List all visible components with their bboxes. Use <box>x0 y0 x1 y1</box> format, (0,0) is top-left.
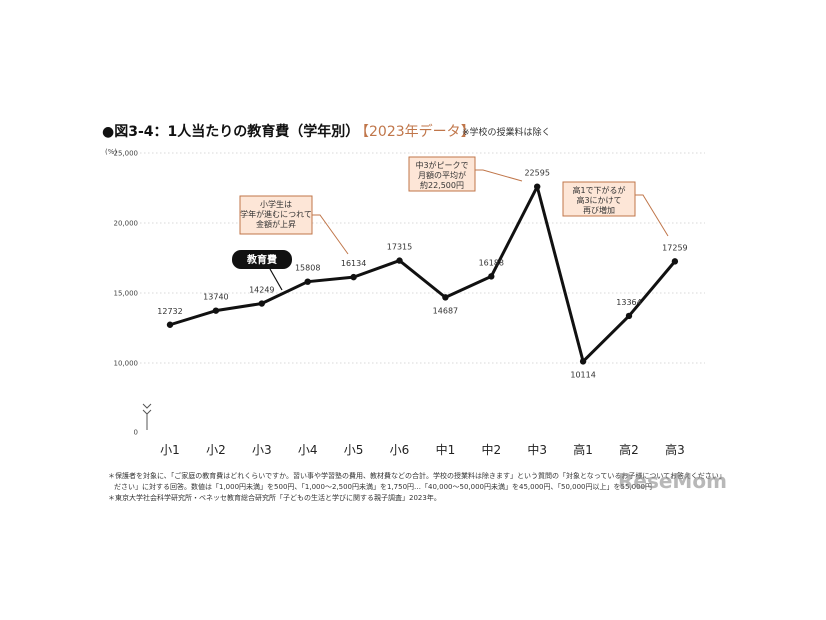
y-tick-label: 0 <box>134 429 138 437</box>
data-point <box>212 307 220 314</box>
data-point <box>350 273 357 281</box>
callout-box <box>562 181 636 217</box>
data-point <box>166 321 174 328</box>
chart-note: ※学校の授業料は除く <box>462 126 551 138</box>
callout-leader <box>635 194 669 237</box>
x-tick-label: 小2 <box>206 443 226 457</box>
x-tick-label: 小3 <box>252 443 272 457</box>
data-point <box>304 278 311 285</box>
data-label: 14249 <box>249 286 274 295</box>
watermark: ReseMom <box>618 469 727 493</box>
legend-label: 教育費 <box>246 253 277 266</box>
callout-text: 月額の平均が <box>418 170 466 180</box>
callout-leader <box>475 169 523 182</box>
callout-text: 学年が進むにつれて <box>240 209 312 219</box>
data-label: 17259 <box>662 243 687 252</box>
legend: 教育費 <box>232 250 292 291</box>
y-tick-label: 20,000 <box>114 220 139 228</box>
data-point <box>671 258 679 265</box>
x-tick-label: 中2 <box>481 442 501 457</box>
x-tick-label: 高2 <box>619 442 639 457</box>
callout-text: 再び増加 <box>583 205 615 215</box>
value-labels: 12732 13740 14249 15808 16134 17315 14687 16188… <box>157 169 687 380</box>
data-point <box>579 358 587 365</box>
legend-pointer <box>269 268 283 291</box>
footnotes: ＊保護者を対象に、「ご家庭の教育費はどれくらいですか。習い事や学習塾の費用、教材… <box>108 471 726 502</box>
footnote-3: ＊東京大学社会科学研究所・ベネッセ教育総合研究所「子どもの生活と学びに関する親子… <box>108 493 441 502</box>
x-tick-label: 小5 <box>344 443 364 457</box>
data-label: 16188 <box>479 258 504 267</box>
callout-text: 約22,500円 <box>420 180 464 190</box>
footnote-1: ＊保護者を対象に、「ご家庭の教育費はどれくらいですか。習い事や学習塾の費用、教材… <box>108 471 726 480</box>
x-tick-label: 高1 <box>573 442 593 457</box>
callout-leader <box>312 214 349 255</box>
data-label: 10114 <box>570 370 595 379</box>
data-label: 13740 <box>203 293 228 302</box>
callout-text: 小学生は <box>260 199 292 209</box>
x-tick-label: 小6 <box>390 443 410 457</box>
series-layer <box>166 183 679 365</box>
y-tick-label: 25,000 <box>114 150 139 158</box>
y-tick-label: 10,000 <box>114 360 139 368</box>
data-label: 17315 <box>387 243 412 252</box>
data-label: 15808 <box>295 264 320 273</box>
data-label: 22595 <box>524 169 549 178</box>
callout-text: 中3がピークで <box>415 160 468 170</box>
data-point <box>258 300 265 307</box>
data-label: 13364 <box>616 298 641 307</box>
x-tick-label: 小4 <box>298 443 318 457</box>
x-tick-label: 高3 <box>665 442 685 457</box>
callout-text: 高3にかけて <box>576 195 621 205</box>
chart-title: ●図3-4：1人当たりの教育費（学年別） <box>102 123 359 140</box>
series-line <box>169 185 677 363</box>
data-label: 14687 <box>433 306 458 315</box>
y-tick-labels: 25,000 20,000 15,000 10,000 0 <box>114 150 139 437</box>
data-label: 16134 <box>341 259 366 268</box>
data-point <box>625 312 633 320</box>
data-point <box>396 257 403 264</box>
data-point <box>534 183 541 190</box>
data-label: 12732 <box>157 307 182 316</box>
x-axis-labels: 小1 小2 小3 小4 小5 小6 中1 中2 中3 高1 高2 高3 <box>160 442 685 457</box>
x-tick-label: 中1 <box>436 442 456 457</box>
chart-subtitle: 【2023年データ】 <box>355 123 475 140</box>
y-tick-label: 15,000 <box>114 290 139 298</box>
x-tick-label: 小1 <box>160 443 180 457</box>
x-tick-label: 中3 <box>527 442 547 457</box>
legend-badge <box>232 250 292 269</box>
callout-text: 高1で下がるが <box>572 185 625 195</box>
chart-title-group: ●図3-4：1人当たりの教育費（学年別） 【2023年データ】 ※学校の授業料は… <box>102 123 551 140</box>
data-point <box>488 273 495 280</box>
y-axis-unit: (%) <box>105 148 117 156</box>
axis-break-icon <box>142 403 152 430</box>
footnote-2: ださい」に対する回答。数値は「1,000円未満」を500円、「1,000〜2,5… <box>114 482 652 491</box>
callout-box <box>239 195 313 235</box>
callout-text: 金額が上昇 <box>256 219 296 229</box>
data-point <box>442 294 449 301</box>
callout-box <box>408 156 476 192</box>
